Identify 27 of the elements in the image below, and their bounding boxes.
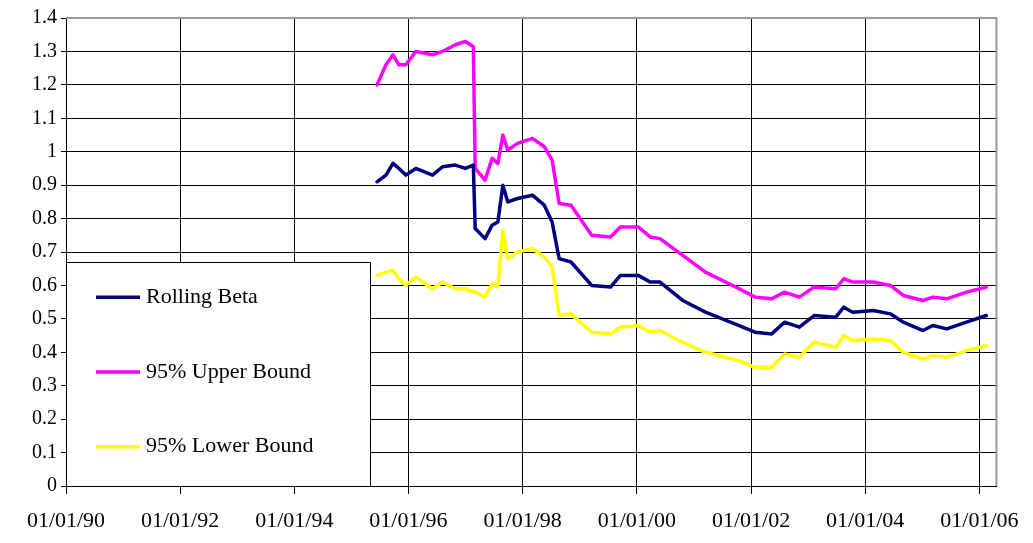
legend-label: 95% Upper Bound [146, 357, 311, 383]
x-tick-label: 01/01/96 [369, 506, 448, 532]
x-tick-label: 01/01/94 [255, 506, 334, 532]
y-tick-label: 0.3 [32, 372, 57, 395]
x-tick-label: 01/01/06 [940, 506, 1019, 532]
y-tick-label: 0.7 [32, 239, 57, 262]
y-tick-label: 1.1 [32, 105, 57, 128]
x-tick-label: 01/01/04 [826, 506, 905, 532]
y-tick-label: 0.6 [32, 272, 57, 295]
y-tick-label: 0 [47, 473, 57, 496]
x-tick-label: 01/01/92 [140, 506, 220, 532]
y-tick-label: 1.3 [32, 38, 57, 61]
y-tick-label: 0.8 [32, 205, 57, 228]
x-tick-label: 01/01/02 [711, 506, 791, 532]
x-tick-label: 01/01/00 [597, 506, 676, 532]
legend-label: 95% Lower Bound [146, 432, 314, 458]
y-tick-label: 1 [47, 138, 57, 161]
legend-label: Rolling Beta [146, 283, 259, 309]
y-tick-label: 0.4 [32, 339, 57, 362]
y-tick-label: 0.9 [32, 172, 57, 195]
y-tick-label: 0.1 [32, 439, 57, 462]
x-tick-label: 01/01/90 [26, 506, 106, 532]
y-tick-label: 0.5 [32, 306, 57, 329]
x-tick-label: 01/01/98 [483, 506, 562, 532]
y-tick-label: 0.2 [32, 406, 57, 429]
y-tick-label: 1.4 [32, 5, 57, 28]
y-tick-label: 1.2 [32, 72, 57, 95]
